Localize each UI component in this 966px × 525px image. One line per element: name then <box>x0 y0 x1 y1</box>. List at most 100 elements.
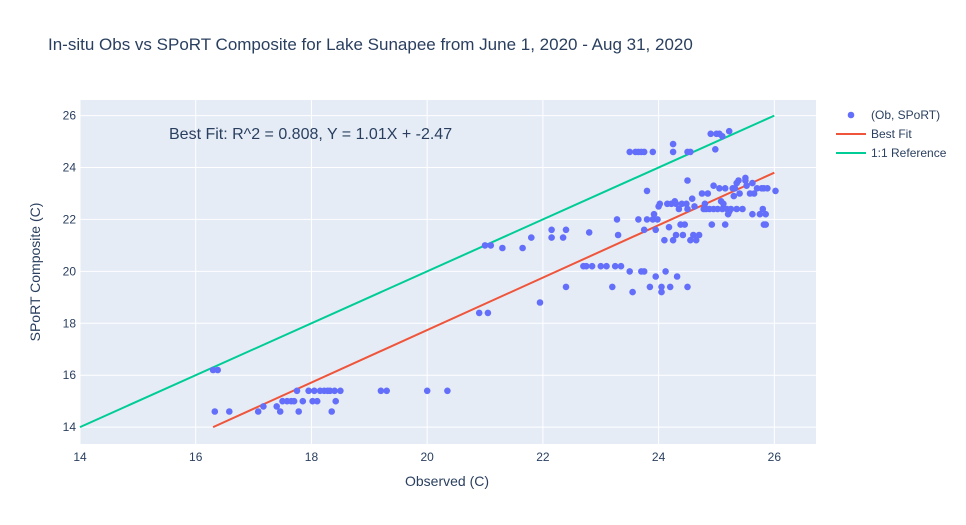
data-point[interactable] <box>698 190 706 197</box>
data-point[interactable] <box>646 283 654 291</box>
data-point[interactable] <box>679 231 687 239</box>
data-point[interactable] <box>719 205 726 213</box>
data-point[interactable] <box>649 148 657 156</box>
data-point[interactable] <box>708 221 716 228</box>
data-point[interactable] <box>226 408 233 415</box>
data-point[interactable] <box>749 179 756 187</box>
data-point[interactable] <box>254 408 262 415</box>
data-point[interactable] <box>337 387 344 395</box>
data-point[interactable] <box>652 226 659 234</box>
data-point[interactable] <box>290 397 298 405</box>
data-point[interactable] <box>326 387 334 395</box>
data-point[interactable] <box>658 283 665 291</box>
data-point[interactable] <box>762 210 769 218</box>
data-point[interactable] <box>562 283 570 291</box>
data-point[interactable] <box>603 262 610 270</box>
data-point[interactable] <box>597 262 605 270</box>
data-point[interactable] <box>688 195 696 202</box>
data-point[interactable] <box>656 200 664 208</box>
data-point[interactable] <box>720 200 727 208</box>
data-point[interactable] <box>276 408 284 415</box>
data-point[interactable] <box>562 226 570 234</box>
data-point[interactable] <box>672 200 680 208</box>
data-point[interactable] <box>742 174 749 182</box>
data-point[interactable] <box>331 387 338 395</box>
data-point[interactable] <box>730 192 738 200</box>
data-point[interactable] <box>640 226 648 234</box>
data-point[interactable] <box>423 387 431 395</box>
data-point[interactable] <box>528 234 535 241</box>
data-point[interactable] <box>690 231 697 239</box>
data-point[interactable] <box>675 205 683 213</box>
data-point[interactable] <box>643 187 651 195</box>
data-point[interactable] <box>279 397 286 405</box>
data-point[interactable] <box>725 127 733 135</box>
data-point[interactable] <box>714 205 721 213</box>
data-point[interactable] <box>332 397 340 405</box>
data-point[interactable] <box>772 187 779 195</box>
data-point[interactable] <box>678 200 686 208</box>
data-point[interactable] <box>548 226 555 234</box>
data-point[interactable] <box>652 273 659 280</box>
data-point[interactable] <box>640 268 648 275</box>
data-point[interactable] <box>649 216 657 223</box>
data-point[interactable] <box>614 231 622 239</box>
data-point[interactable] <box>626 268 633 275</box>
data-point[interactable] <box>665 223 673 231</box>
data-point[interactable] <box>684 177 691 184</box>
data-point[interactable] <box>750 190 758 197</box>
data-point[interactable] <box>666 283 674 291</box>
data-point[interactable] <box>481 242 489 249</box>
data-point[interactable] <box>704 190 712 197</box>
data-point[interactable] <box>293 387 301 395</box>
data-point[interactable] <box>214 366 221 374</box>
data-point[interactable] <box>701 200 709 208</box>
data-point[interactable] <box>313 397 321 405</box>
data-point[interactable] <box>684 283 691 291</box>
data-point[interactable] <box>764 185 771 192</box>
data-point[interactable] <box>731 185 739 192</box>
data-point[interactable] <box>311 387 318 395</box>
data-point[interactable] <box>710 182 717 189</box>
data-point[interactable] <box>759 205 767 213</box>
data-point[interactable] <box>444 387 451 395</box>
data-point[interactable] <box>377 387 385 395</box>
data-point[interactable] <box>756 210 764 218</box>
data-point[interactable] <box>626 148 633 156</box>
data-point[interactable] <box>727 205 735 213</box>
data-point[interactable] <box>721 221 729 228</box>
data-point[interactable] <box>583 262 590 270</box>
data-point[interactable] <box>673 273 681 280</box>
legend-item[interactable]: 1:1 Reference <box>836 146 947 160</box>
data-point[interactable] <box>662 268 669 275</box>
data-point[interactable] <box>672 231 680 239</box>
data-point[interactable] <box>669 236 677 244</box>
data-point[interactable] <box>613 216 621 223</box>
data-point[interactable] <box>588 262 596 270</box>
data-point[interactable] <box>735 177 742 184</box>
data-point[interactable] <box>687 236 694 244</box>
data-point[interactable] <box>585 229 593 236</box>
data-point[interactable] <box>736 190 743 197</box>
data-point[interactable] <box>681 221 688 228</box>
data-point[interactable] <box>695 231 703 239</box>
data-point[interactable] <box>716 185 723 192</box>
data-point[interactable] <box>640 148 648 156</box>
data-point[interactable] <box>687 148 694 156</box>
data-point[interactable] <box>295 408 303 415</box>
data-point[interactable] <box>487 242 495 249</box>
data-point[interactable] <box>211 408 219 415</box>
data-point[interactable] <box>309 397 316 405</box>
legend-item[interactable]: Best Fit <box>836 127 912 141</box>
data-point[interactable] <box>299 397 307 405</box>
data-point[interactable] <box>669 140 677 148</box>
data-point[interactable] <box>669 148 677 156</box>
data-point[interactable] <box>635 216 642 223</box>
data-point[interactable] <box>753 185 761 192</box>
data-point[interactable] <box>733 205 740 213</box>
data-point[interactable] <box>475 309 483 317</box>
data-point[interactable] <box>654 216 661 223</box>
data-point[interactable] <box>658 288 665 296</box>
data-point[interactable] <box>209 366 217 374</box>
data-point[interactable] <box>305 387 312 395</box>
